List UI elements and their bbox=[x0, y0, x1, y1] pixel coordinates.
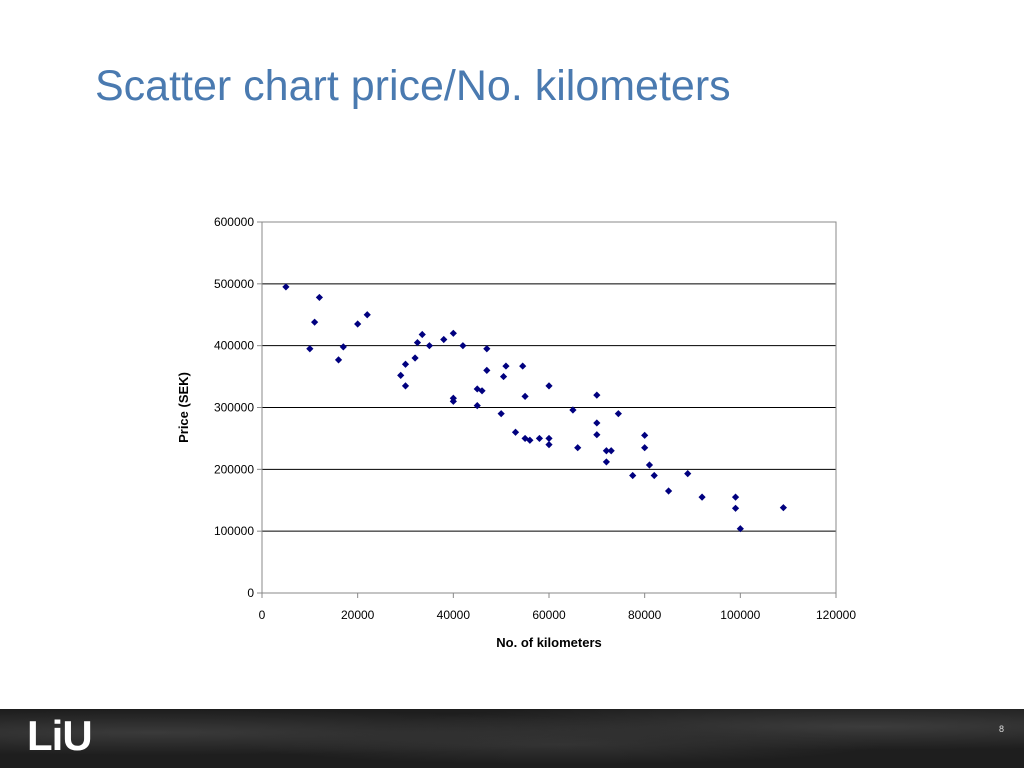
data-point bbox=[411, 354, 419, 362]
y-tick-label: 600000 bbox=[214, 215, 254, 229]
data-point bbox=[397, 371, 405, 379]
x-tick-label: 80000 bbox=[628, 608, 662, 622]
data-point bbox=[449, 329, 457, 337]
data-point bbox=[641, 431, 649, 439]
y-tick-label: 300000 bbox=[214, 401, 254, 415]
y-tick-label: 0 bbox=[247, 586, 254, 600]
data-point bbox=[449, 397, 457, 405]
data-point bbox=[545, 434, 553, 443]
data-point bbox=[602, 447, 610, 455]
data-points bbox=[282, 283, 787, 533]
data-point bbox=[645, 461, 654, 469]
y-tick-label: 200000 bbox=[214, 462, 254, 476]
x-tick-label: 40000 bbox=[437, 608, 471, 622]
page-number: 8 bbox=[998, 724, 1004, 734]
data-point bbox=[684, 470, 692, 478]
gridlines bbox=[262, 283, 836, 532]
x-axis-label: No. of kilometers bbox=[496, 635, 601, 650]
data-point bbox=[664, 487, 673, 495]
data-point bbox=[574, 444, 582, 452]
data-point bbox=[334, 356, 343, 364]
x-tick-label: 120000 bbox=[816, 608, 856, 622]
data-point bbox=[521, 392, 529, 400]
y-axis-ticks: 0 100000 200000 300000 400000 500000 600000 bbox=[214, 215, 262, 600]
data-point bbox=[425, 342, 434, 350]
data-point bbox=[511, 428, 520, 436]
data-point bbox=[311, 318, 319, 326]
y-tick-label: 500000 bbox=[214, 277, 254, 291]
data-point bbox=[478, 387, 486, 395]
liu-logo: LiU bbox=[27, 712, 93, 759]
data-point bbox=[413, 338, 422, 347]
data-point bbox=[731, 504, 740, 512]
data-point bbox=[650, 471, 658, 480]
data-point bbox=[483, 345, 491, 353]
data-point bbox=[629, 471, 637, 480]
scatter-chart: 0 100000 200000 300000 400000 500000 600000 0 2… bbox=[176, 215, 856, 650]
data-point bbox=[519, 362, 527, 370]
data-point bbox=[607, 447, 615, 455]
data-point bbox=[736, 525, 744, 533]
footer-bar: LiU 8 bbox=[0, 709, 1024, 768]
x-tick-label: 100000 bbox=[720, 608, 760, 622]
data-point bbox=[354, 320, 362, 328]
data-point bbox=[521, 434, 529, 443]
data-point bbox=[306, 345, 314, 353]
data-point bbox=[731, 493, 740, 501]
data-point bbox=[315, 293, 323, 302]
data-point bbox=[401, 360, 410, 368]
data-point bbox=[282, 283, 290, 291]
data-point bbox=[602, 458, 610, 466]
data-point bbox=[473, 402, 481, 410]
x-tick-label: 60000 bbox=[532, 608, 566, 622]
data-point bbox=[418, 330, 426, 339]
slide-title: Scatter chart price/No. kilometers bbox=[95, 62, 731, 110]
data-point bbox=[339, 343, 347, 351]
data-point bbox=[535, 434, 544, 443]
data-point bbox=[641, 444, 649, 452]
data-point bbox=[401, 382, 410, 390]
x-axis-ticks: 0 20000 40000 60000 80000 100000 120000 bbox=[259, 593, 856, 622]
data-point bbox=[569, 406, 577, 414]
data-point bbox=[614, 410, 622, 418]
data-point bbox=[779, 504, 787, 512]
data-point bbox=[499, 372, 508, 381]
y-tick-label: 400000 bbox=[214, 339, 254, 353]
x-tick-label: 0 bbox=[259, 608, 266, 622]
data-point bbox=[698, 493, 706, 501]
data-point bbox=[593, 431, 601, 439]
data-point bbox=[545, 441, 553, 449]
data-point bbox=[502, 362, 510, 370]
x-tick-label: 20000 bbox=[341, 608, 375, 622]
data-point bbox=[440, 335, 448, 344]
y-axis-label: Price (SEK) bbox=[176, 372, 191, 443]
data-point bbox=[459, 342, 467, 350]
data-point bbox=[593, 419, 601, 427]
data-point bbox=[545, 382, 553, 390]
data-point bbox=[593, 391, 601, 399]
y-tick-label: 100000 bbox=[214, 524, 254, 538]
data-point bbox=[526, 436, 534, 444]
data-point bbox=[497, 410, 505, 418]
data-point bbox=[363, 311, 371, 319]
data-point bbox=[483, 366, 491, 374]
